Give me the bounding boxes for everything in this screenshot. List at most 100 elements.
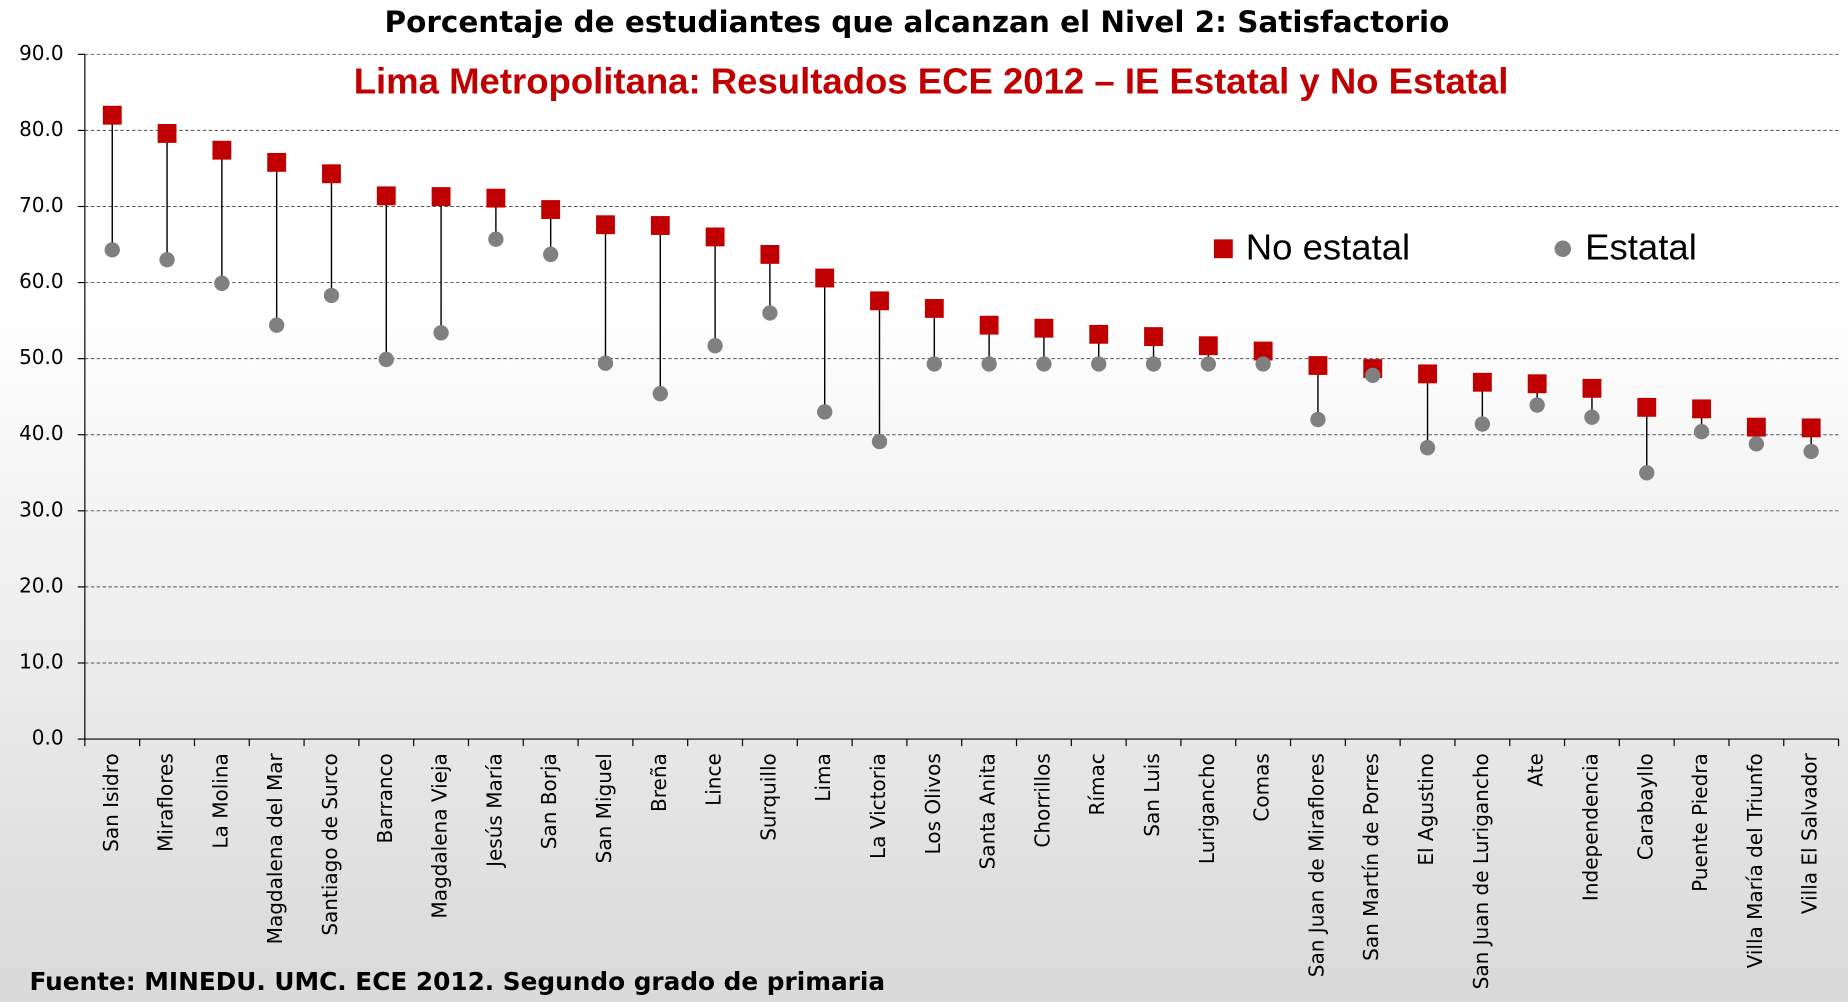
marker-circle [1145,356,1162,372]
marker-circle [1310,411,1326,428]
marker-circle [1365,367,1381,384]
legend-label: Estatal [1585,227,1697,268]
x-tick-label: Independencia [1578,753,1602,901]
marker-square [1801,418,1821,438]
marker-square [267,152,287,172]
x-tick-label: Miraflores [154,753,178,852]
marker-square [1089,324,1109,344]
marker-square [157,124,177,143]
marker-circle [1036,356,1052,372]
marker-circle [1584,409,1600,425]
marker-square [815,268,835,288]
marker-circle [214,275,230,291]
marker-square [870,291,889,311]
marker-square [102,105,122,125]
marker-circle [817,404,833,420]
marker-circle [1693,424,1710,440]
marker-circle [1529,397,1545,413]
marker-square [212,140,232,160]
marker-circle [104,242,120,258]
y-tick-label: 30.0 [19,497,64,521]
marker-circle [1091,356,1107,372]
x-tick-label: El Agustino [1414,753,1438,865]
marker-square [1034,318,1054,338]
x-tick-label: Puente Piedra [1688,753,1712,892]
marker-square [979,315,999,335]
marker-circle [762,305,778,321]
chart-title: Porcentaje de estudiantes que alcanzan e… [385,5,1450,39]
y-tick-label: 80.0 [19,117,64,141]
marker-circle [543,246,559,263]
marker-square [1472,372,1492,392]
x-tick-label: San Luis [1140,753,1164,837]
legend-marker [1213,239,1233,259]
marker-circle [1419,440,1436,456]
y-tick-label: 10.0 [19,649,64,673]
x-tick-label: La Victoria [866,753,890,859]
y-tick-label: 40.0 [19,421,64,445]
chart-subtitle: Lima Metropolitana: Resultados ECE 2012 … [354,60,1509,101]
marker-circle [378,351,394,368]
marker-square [376,186,396,206]
x-tick-label: Surquillo [756,753,780,841]
x-tick-label: Lince [702,753,726,806]
y-tick-label: 50.0 [19,345,64,369]
marker-square [1746,417,1766,437]
x-tick-label: Ate [1524,753,1548,787]
marker-square [596,215,615,235]
marker-square [431,187,451,207]
marker-square [1418,364,1437,384]
x-tick-label: Santa Anita [976,753,1000,869]
marker-square [322,164,341,184]
marker-circle [981,356,997,372]
marker-square [1637,397,1657,417]
x-tick-label: Lima [811,753,835,801]
x-tick-label: Comas [1250,753,1274,821]
marker-circle [1639,465,1655,481]
marker-circle [323,287,340,304]
x-tick-label: Lurigancho [1195,753,1219,864]
legend-marker [1554,240,1572,258]
x-tick-label: Carabayllo [1633,753,1657,860]
marker-square [1527,374,1547,394]
marker-square [541,200,561,219]
x-tick-label: Magdalena Vieja [428,753,452,918]
marker-circle [269,317,285,333]
y-tick-label: 90.0 [19,41,64,65]
x-tick-label: Villa María del Triunfo [1743,753,1767,968]
y-tick-label: 20.0 [19,573,64,597]
x-tick-label: San Borja [537,753,561,849]
marker-square [1198,336,1218,356]
marker-square [1692,399,1711,419]
marker-square [705,227,725,247]
source: Fuente: MINEDU. UMC. ECE 2012. Segundo g… [29,967,885,996]
marker-circle [1803,443,1819,460]
marker-square [1144,327,1163,347]
marker-square [650,216,670,235]
marker-square [1308,356,1328,375]
marker-circle [707,338,723,354]
x-tick-label: Los Olivos [921,753,945,854]
marker-circle [488,231,504,247]
marker-circle [1748,436,1765,452]
x-tick-label: La Molina [208,753,232,848]
marker-circle [1200,356,1216,372]
marker-circle [871,433,888,450]
x-tick-label: Barranco [373,753,397,843]
marker-square [760,244,780,264]
marker-square [924,299,944,318]
y-tick-label: 60.0 [19,269,64,293]
marker-square [1582,378,1602,398]
marker-circle [597,355,614,371]
x-tick-label: San Isidro [99,753,123,852]
x-tick-label: Rímac [1085,753,1109,815]
marker-square [486,188,506,208]
marker-circle [159,252,175,268]
x-tick-label: Villa El Salvador [1798,752,1822,914]
marker-circle [1255,356,1271,372]
x-tick-label: San Martín de Porres [1359,753,1383,961]
marker-circle [652,385,668,402]
x-tick-label: San Juan de Miraflores [1304,753,1328,977]
